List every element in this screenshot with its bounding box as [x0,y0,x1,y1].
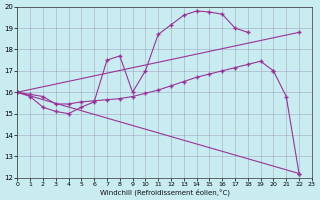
X-axis label: Windchill (Refroidissement éolien,°C): Windchill (Refroidissement éolien,°C) [100,188,229,196]
